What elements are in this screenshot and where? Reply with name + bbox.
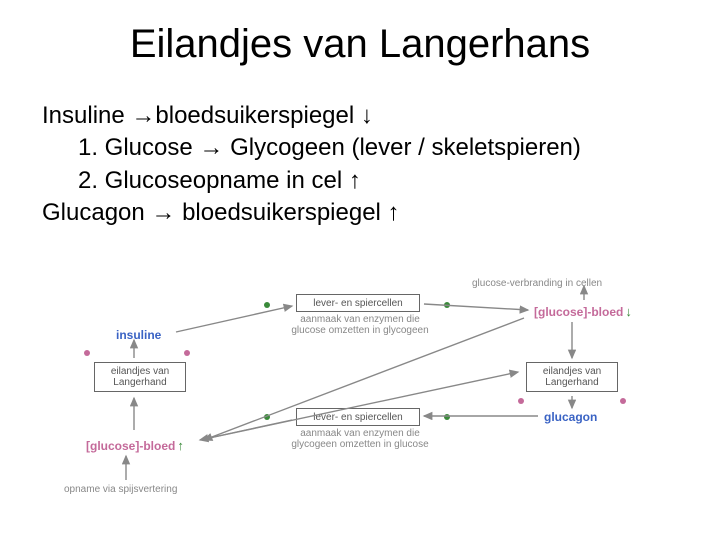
line-2: 1. Glucose → Glycogeen (lever / skeletsp… [42,132,680,164]
glucose-down-icon: ↓ [625,304,632,319]
dot-pink-1 [84,350,90,356]
dot-pink-4 [620,398,626,404]
line-1-b: bloedsuikerspiegel ↓ [155,102,372,129]
label-enzymen-glycogeen: aanmaak van enzymen die glucose omzetten… [286,314,434,336]
diagram: glucose-verbranding in cellen [glucose]-… [64,280,674,510]
box-lever-spier-top: lever- en spiercellen [296,294,420,312]
label-opname: opname via spijsvertering [64,484,177,495]
line-3: 2. Glucoseopname in cel ↑ [42,165,680,197]
box-eilandjes-right: eilandjes van Langerhand [526,362,618,392]
dot-green-3 [264,414,270,420]
label-glucagon: glucagon [544,410,597,424]
line-1-a: Insuline [42,102,131,129]
glucose-bloed-left: [glucose]-bloed↑ [86,438,184,453]
box-eilandjes-left: eilandjes van Langerhand [94,362,186,392]
page-title: Eilandjes van Langerhans [0,22,720,67]
label-enzymen-glucose: aanmaak van enzymen die glycogeen omzett… [286,428,434,450]
dot-green-4 [444,414,450,420]
glucose-bloed-left-text: [glucose]-bloed [86,439,175,453]
dot-green-1 [264,302,270,308]
body-text: Insuline →bloedsuikerspiegel ↓ 1. Glucos… [42,100,680,230]
glucose-up-icon: ↑ [177,438,184,453]
glucose-bloed-right: [glucose]-bloed↓ [534,304,632,319]
dot-pink-2 [184,350,190,356]
label-glucose-verbranding: glucose-verbranding in cellen [472,278,602,289]
line-4: Glucagon → bloedsuikerspiegel ↑ [42,197,680,229]
line-1: Insuline →bloedsuikerspiegel ↓ [42,100,680,132]
label-insuline: insuline [116,328,161,342]
box-lever-spier-mid: lever- en spiercellen [296,408,420,426]
slide: Eilandjes van Langerhans Insuline →bloed… [0,0,720,540]
arrow-glyph-1: → [131,102,155,129]
dot-pink-3 [518,398,524,404]
faint-block-top-left [64,280,174,312]
dot-green-2 [444,302,450,308]
glucose-bloed-right-text: [glucose]-bloed [534,305,623,319]
